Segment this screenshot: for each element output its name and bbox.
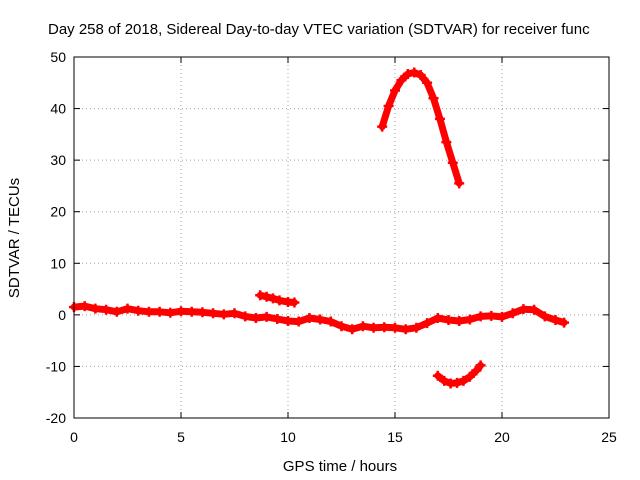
data-point bbox=[439, 375, 450, 386]
grid bbox=[74, 57, 609, 418]
y-tick-label: -10 bbox=[46, 358, 66, 374]
y-tick-label: 30 bbox=[50, 152, 66, 168]
data-point bbox=[422, 77, 433, 88]
data-point bbox=[390, 85, 400, 96]
y-tick-label: 20 bbox=[50, 204, 66, 220]
data-point bbox=[486, 310, 497, 321]
data-point bbox=[458, 375, 469, 386]
data-point bbox=[272, 313, 283, 324]
x-tick-label: 0 bbox=[70, 429, 78, 445]
data-point bbox=[229, 308, 240, 319]
data-point bbox=[357, 321, 368, 332]
data-point bbox=[261, 291, 272, 302]
data-point bbox=[402, 69, 413, 80]
data-point bbox=[122, 303, 133, 314]
data-point bbox=[368, 322, 379, 333]
chart-title: Day 258 of 2018, Sidereal Day-to-day VTE… bbox=[48, 21, 590, 38]
data-point bbox=[261, 311, 272, 322]
data-point bbox=[396, 75, 407, 86]
data-point bbox=[208, 308, 219, 319]
data-point bbox=[475, 311, 486, 322]
data-point bbox=[143, 306, 154, 317]
y-tick-label: 40 bbox=[50, 101, 66, 117]
data-point bbox=[400, 324, 411, 335]
data-point bbox=[379, 322, 390, 333]
data-point bbox=[315, 314, 326, 325]
data-point bbox=[441, 137, 452, 148]
x-tick-label: 25 bbox=[601, 429, 617, 445]
data-point bbox=[443, 315, 454, 326]
x-tick-label: 15 bbox=[387, 429, 403, 445]
data-point bbox=[79, 301, 90, 312]
data-point bbox=[304, 312, 315, 323]
data-point bbox=[471, 365, 482, 376]
data-point bbox=[255, 290, 266, 301]
data-point bbox=[377, 121, 388, 132]
x-axis-label: GPS time / hours bbox=[283, 458, 397, 475]
data-point bbox=[409, 67, 420, 78]
data-point bbox=[518, 304, 529, 315]
data-point bbox=[390, 322, 400, 333]
data-point bbox=[101, 304, 112, 315]
data-point bbox=[274, 295, 285, 306]
series-high-arc bbox=[377, 67, 465, 189]
data-point bbox=[90, 303, 101, 314]
data-point bbox=[240, 311, 251, 322]
data-point bbox=[454, 316, 465, 327]
data-point bbox=[411, 322, 422, 333]
data-point bbox=[186, 306, 197, 317]
data-point bbox=[218, 309, 229, 320]
data-point bbox=[383, 100, 394, 111]
data-point bbox=[434, 113, 445, 124]
y-axis-label: SDTVAR / TECUs bbox=[6, 178, 23, 298]
y-tick-label: -20 bbox=[46, 410, 66, 426]
data-point bbox=[507, 308, 518, 319]
data-point bbox=[111, 306, 122, 317]
data-point bbox=[176, 306, 186, 317]
x-tick-label: 5 bbox=[177, 429, 185, 445]
data-point bbox=[475, 360, 486, 371]
data-point bbox=[154, 306, 165, 317]
data-point bbox=[133, 305, 144, 316]
x-tick-label: 20 bbox=[494, 429, 510, 445]
ticks: 0 5 10 15 20 25 -20 -10 0 10 20 30 40 50 bbox=[46, 49, 617, 445]
data-point bbox=[250, 312, 261, 323]
data-point bbox=[197, 307, 208, 318]
data-point bbox=[464, 371, 475, 382]
data-point bbox=[428, 93, 439, 104]
data-point bbox=[289, 297, 300, 308]
data-point bbox=[165, 307, 176, 318]
y-tick-label: 10 bbox=[50, 255, 66, 271]
data-point bbox=[539, 311, 550, 322]
data-layer bbox=[69, 67, 570, 389]
data-point bbox=[422, 318, 433, 329]
data-point bbox=[432, 370, 443, 381]
data-point bbox=[550, 315, 561, 326]
data-point bbox=[293, 316, 304, 327]
data-point bbox=[454, 178, 465, 189]
data-point bbox=[283, 316, 293, 327]
data-point bbox=[452, 377, 463, 388]
series-low-arc bbox=[432, 360, 486, 389]
y-tick-label: 50 bbox=[50, 49, 66, 65]
data-point bbox=[325, 316, 336, 327]
x-tick-label: 10 bbox=[280, 429, 296, 445]
data-point bbox=[347, 324, 358, 335]
data-point bbox=[559, 317, 570, 328]
data-point bbox=[464, 314, 475, 325]
series-short-arc bbox=[255, 290, 300, 308]
data-point bbox=[268, 293, 279, 304]
data-point bbox=[447, 157, 458, 168]
series-main-track bbox=[69, 301, 570, 335]
y-tick-label: 0 bbox=[58, 307, 66, 323]
data-point bbox=[432, 312, 443, 323]
data-point bbox=[529, 304, 540, 315]
data-point bbox=[336, 321, 347, 332]
data-point bbox=[497, 311, 507, 322]
plot-frame bbox=[73, 56, 610, 419]
data-point bbox=[415, 70, 426, 81]
